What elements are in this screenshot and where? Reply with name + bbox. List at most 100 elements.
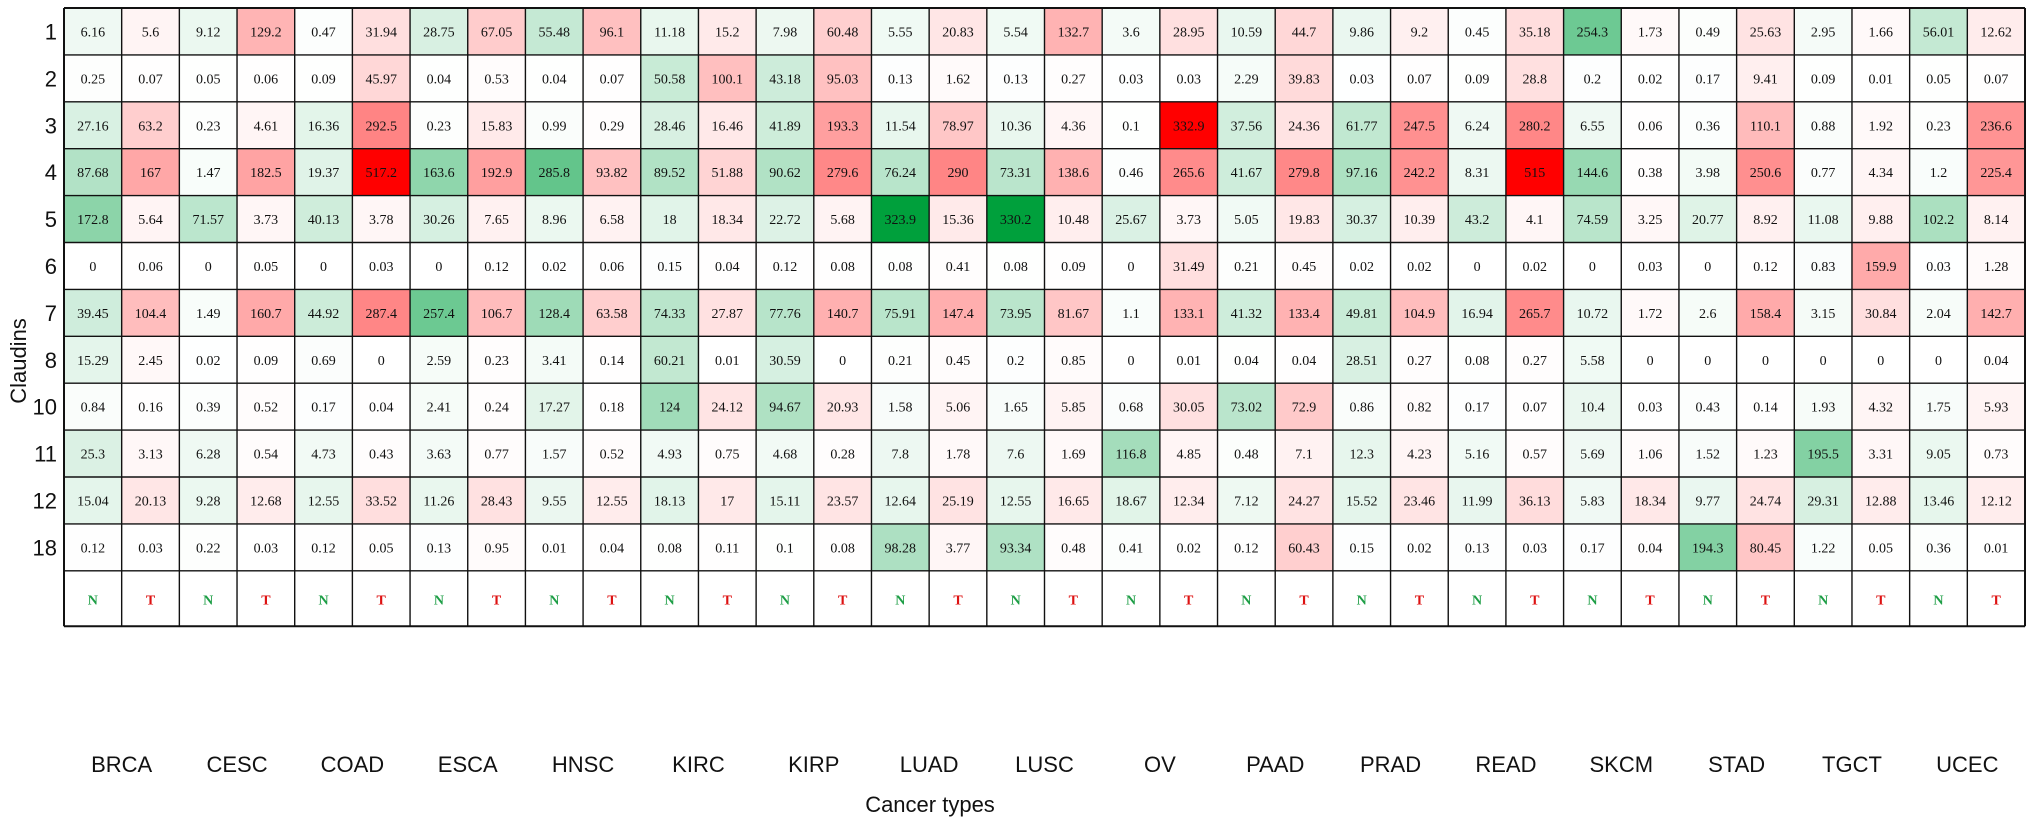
heatmap-cell (1967, 195, 2025, 243)
cell-value-label: 23.46 (1404, 494, 1436, 509)
cell-value-label: 3.41 (542, 354, 567, 369)
heatmap-cell (1044, 336, 1103, 384)
heatmap-cell (1332, 148, 1391, 196)
cell-value-label: 4.93 (657, 448, 682, 463)
normal-marker: N (895, 594, 905, 609)
heatmap-cell (1275, 195, 1333, 243)
heatmap-cell (1563, 289, 1622, 337)
cell-value-label: 9.2 (1411, 25, 1429, 40)
cell-value-label: 0.09 (254, 354, 279, 369)
heatmap-cell (1621, 523, 1679, 571)
cell-value-label: 3.6 (1122, 25, 1140, 40)
heatmap-cell (1678, 477, 1737, 524)
cancer-type-label: OV (1144, 752, 1176, 777)
cell-value-label: 18.67 (1115, 494, 1147, 509)
cell-value-label: 110.1 (1750, 119, 1781, 134)
heatmap-cell (467, 8, 526, 55)
heatmap-cell (1909, 336, 1968, 384)
cell-value-label: 5.83 (1580, 494, 1605, 509)
heatmap-cell (1217, 430, 1276, 477)
cell-value-label: 5.06 (946, 401, 971, 416)
heatmap-cell (1332, 430, 1391, 477)
cell-value-label: 12.68 (250, 494, 282, 509)
cell-value-label: 11.99 (1462, 494, 1493, 509)
tumor-marker: T (1299, 594, 1309, 609)
heatmap-cell (1505, 383, 1564, 431)
cell-value-label: 5.54 (1003, 25, 1028, 40)
cell-value-label: 50.58 (654, 72, 686, 87)
heatmap-cell (294, 336, 353, 384)
heatmap-cell (1332, 242, 1391, 290)
normal-marker: N (1703, 594, 1713, 609)
heatmap-cell (121, 101, 180, 149)
heatmap-cell (1332, 477, 1391, 524)
heatmap-cell (929, 336, 987, 384)
heatmap-cell (1794, 336, 1852, 384)
normal-marker: N (1011, 594, 1021, 609)
cell-value-label: 0.03 (1638, 260, 1663, 275)
cell-value-label: 18.34 (712, 213, 744, 228)
cancer-type-label: LUSC (1015, 752, 1074, 777)
cell-value-label: 0.12 (484, 260, 509, 275)
cell-value-label: 0.07 (138, 72, 163, 87)
heatmap-cell (64, 54, 122, 102)
heatmap-cell (756, 477, 814, 524)
cell-value-label: 94.67 (769, 401, 801, 416)
heatmap-cell (467, 477, 526, 524)
heatmap-cell (352, 336, 411, 384)
cell-value-label: 2.41 (427, 401, 452, 416)
cell-value-label: 0.03 (1638, 401, 1663, 416)
cell-value-label: 5.05 (1234, 213, 1259, 228)
heatmap-cell (1621, 430, 1679, 477)
normal-marker: N (1472, 594, 1482, 609)
heatmap-cell (352, 430, 411, 477)
heatmap-cell (1390, 8, 1449, 55)
heatmap-cell (1909, 8, 1968, 55)
cell-value-label: 116.8 (1116, 448, 1147, 463)
heatmap-cell (1102, 383, 1160, 431)
cell-value-label: 515 (1524, 166, 1545, 181)
cell-value-label: 3.13 (138, 448, 163, 463)
cell-value-label: 279.8 (1288, 166, 1320, 181)
heatmap-cell (1909, 54, 1968, 102)
cell-value-label: 0.09 (1061, 260, 1086, 275)
cell-value-label: 0.03 (1176, 72, 1201, 87)
cell-value-label: 158.4 (1750, 307, 1782, 322)
cell-value-label: 11.18 (654, 25, 685, 40)
cell-value-label: 0 (435, 260, 442, 275)
cell-value-label: 81.67 (1058, 307, 1090, 322)
normal-marker: N (1587, 594, 1597, 609)
cell-value-label: 0.06 (1638, 119, 1663, 134)
cell-value-label: 12.12 (1980, 494, 2012, 509)
cell-value-label: 0.04 (542, 72, 567, 87)
cell-value-label: 18.34 (1634, 494, 1666, 509)
heatmap-cell (640, 477, 699, 524)
cell-value-label: 1.23 (1753, 448, 1778, 463)
cell-value-label: 0 (1589, 260, 1596, 275)
heatmap-cell (698, 101, 757, 149)
cell-value-label: 0.15 (1349, 541, 1374, 556)
cell-value-label: 25.19 (942, 494, 974, 509)
cell-value-label: 0.18 (600, 401, 625, 416)
cell-value-label: 3.15 (1811, 307, 1836, 322)
cell-value-label: 25.63 (1750, 25, 1782, 40)
heatmap-cell (1332, 383, 1391, 431)
heatmap-cell (1275, 242, 1333, 290)
heatmap-cell (929, 477, 987, 524)
heatmap-cell (1044, 523, 1103, 571)
cell-value-label: 292.5 (365, 119, 397, 134)
heatmap-cell (1505, 523, 1564, 571)
heatmap-cell (179, 101, 238, 149)
heatmap-cell (871, 523, 930, 571)
cell-value-label: 0.05 (196, 72, 221, 87)
heatmap-cell (1159, 477, 1218, 524)
heatmap-cell (698, 430, 757, 477)
cell-value-label: 0.73 (1984, 448, 2009, 463)
cell-value-label: 0.04 (1234, 354, 1259, 369)
heatmap-cell (1851, 477, 1910, 524)
heatmap-cell (1448, 523, 1506, 571)
heatmap-cell (1736, 289, 1795, 337)
cell-value-label: 11.54 (885, 119, 916, 134)
heatmap-cell (467, 336, 526, 384)
heatmap-cell (1621, 101, 1679, 149)
